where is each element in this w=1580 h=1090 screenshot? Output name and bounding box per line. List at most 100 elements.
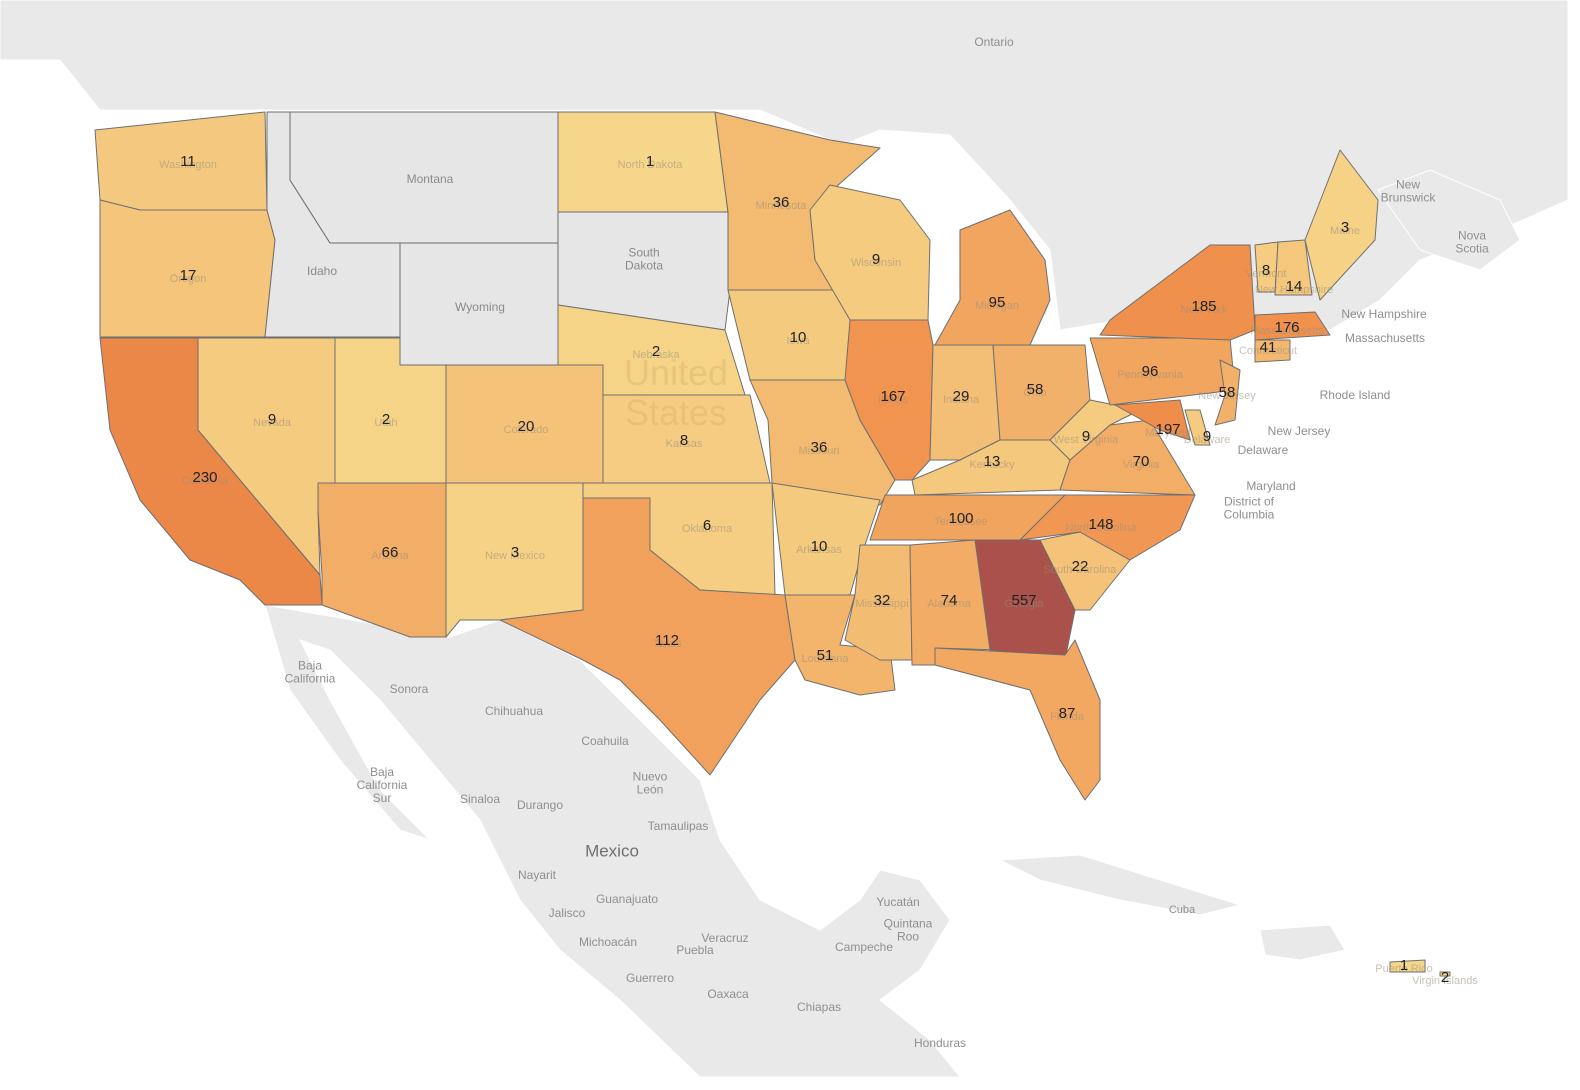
place-label: District of Columbia [1224,495,1275,522]
state-name: Utah [374,417,397,429]
state-value: 2 [652,343,660,360]
state-name: Louisiana [801,653,849,665]
place-label: Maryland [1246,479,1295,493]
state-name: New Mexico [485,550,545,562]
place-label: Oaxaca [707,987,749,1001]
place-label: Durango [517,798,563,812]
state-value: 1 [646,153,654,170]
state-value: 167 [880,388,905,405]
state-value: 58 [1219,384,1236,401]
state-name: Idaho [307,264,337,278]
state-name: Georgia [1004,598,1044,610]
state-value: 17 [180,267,197,284]
state-name: Delaware [1184,434,1230,446]
state-value: 2 [382,411,390,428]
place-label: Sonora [390,682,429,696]
place-label: Massachusetts [1345,331,1425,345]
state-value: 197 [1155,421,1180,438]
state-value: 8 [1262,262,1270,279]
place-label: Guanajuato [596,892,658,906]
place-label: Mexico [585,841,639,860]
place-label: Jalisco [549,906,586,920]
state-shape [1184,409,1211,446]
state-value: 32 [874,592,891,609]
state-value: 22 [1072,558,1089,575]
state-name: Nebraska [632,349,680,361]
place-label: Puebla [676,943,714,957]
state-name: Maryland [1145,427,1190,439]
place-label: Cuba [1169,904,1196,916]
state-name: Maine [1330,225,1360,237]
place-label: Rhode Island [1320,388,1391,402]
state-value: 9 [1203,428,1211,445]
state-shape [809,184,931,321]
place-label: Nayarit [518,868,557,882]
state-name: Montana [407,172,454,186]
place-label: Campeche [835,940,893,954]
state-name: West Virginia [1054,434,1119,446]
state-name: Alabama [927,598,971,610]
state-shape [1254,339,1291,363]
state-value: 14 [1286,278,1303,295]
state-name: North Carolina [1066,522,1138,534]
cuba-land [998,854,1242,916]
state-name: Connecticut [1239,345,1297,357]
state-shape [1059,419,1196,496]
state-name: Florida [1050,711,1085,723]
state-value: 41 [1260,339,1277,356]
state-name: Pennsylvania [1117,369,1183,381]
place-label: Chihuahua [485,704,543,718]
state-name: South Carolina [1044,564,1118,576]
place-label: Chiapas [797,1000,841,1014]
state-name: Washington [159,159,217,171]
state-value: 36 [811,439,828,456]
state-value: 29 [953,388,970,405]
atlantic-canada [1377,169,1521,271]
state-shape [934,639,1101,801]
state-value: 3 [1341,219,1349,236]
state-value: 70 [1133,453,1150,470]
state-shape [1274,239,1313,296]
state-shape [1214,359,1241,426]
state-name: Tennessee [934,516,987,528]
state-shape [557,211,731,331]
state-value: 10 [790,329,807,346]
state-shape [934,209,1051,346]
state-value: 58 [1027,381,1044,398]
state-name: Michigan [975,300,1019,312]
mexico-land [264,604,962,1078]
state-name: Oregon [170,273,207,285]
place-label: Michoacán [579,935,637,949]
state-name: Arkansas [796,544,842,556]
place-label: New Jersey [1268,424,1331,438]
state-value: 185 [1191,298,1216,315]
place-label: New Hampshire [1341,307,1427,321]
state-value: 1 [1400,957,1408,974]
place-label: Coahuila [581,734,629,748]
state-shape [771,482,881,596]
state-value: 87 [1059,705,1076,722]
state-name: Virginia [1123,459,1160,471]
state-name: Illinois [878,394,909,406]
place-label: Nova Scotia [1455,229,1489,256]
state-name: Texas [653,638,682,650]
place-label: United States [624,352,728,433]
state-value: 20 [518,418,535,435]
place-label: Veracruz [701,931,748,945]
place-label: Nuevo León [633,770,668,797]
place-label: New Brunswick [1381,178,1437,205]
state-value: 9 [1082,428,1090,445]
place-label: Ontario [974,35,1014,49]
state-name: North Dakota [618,159,684,171]
state-name: Wisconsin [851,257,901,269]
state-shape [1304,149,1379,301]
state-value: 9 [268,411,276,428]
state-value: 9 [872,251,880,268]
state-shape [1114,399,1191,441]
state-shape [1099,244,1256,341]
state-name: South Dakota [625,246,663,273]
state-name: New Hampshire [1255,284,1333,296]
